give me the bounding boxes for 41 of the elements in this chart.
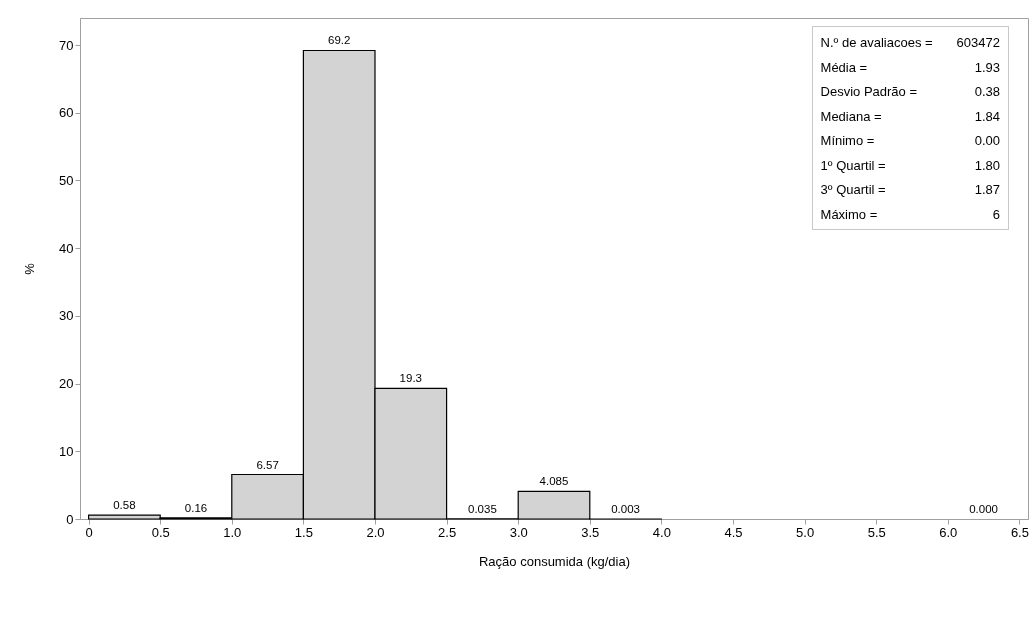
x-tick-label: 0	[85, 524, 93, 540]
y-tick-label: 20	[59, 376, 74, 392]
text: N.º de avaliacoes = 603472	[820, 35, 1000, 50]
x-tick-label: 2.5	[438, 524, 457, 540]
x-tick-label: 6.5	[1010, 524, 1029, 540]
x-tick-label: 0.5	[151, 524, 170, 540]
x-tick-label: 3.0	[509, 524, 528, 540]
text: Média = 1.93	[820, 59, 1000, 75]
data-label: 69.2	[328, 34, 351, 47]
x-tick-label: 5.0	[796, 524, 815, 540]
x-tick-label: 6.0	[939, 524, 958, 540]
x-tick-label: 4.0	[652, 524, 671, 540]
text: 3º Quartil = 1.87	[820, 182, 1000, 197]
y-tick-label: 40	[59, 240, 74, 256]
y-tick-label: 30	[59, 308, 74, 324]
y-axis-title: %	[22, 262, 38, 275]
x-tick-label: 5.5	[867, 524, 886, 540]
x-axis-title: Ração consumida (kg/dia)	[478, 553, 631, 569]
text: 1º Quartil = 1.80	[820, 157, 1000, 173]
data-label: 0.035	[468, 502, 497, 515]
y-tick-label: 70	[59, 37, 74, 53]
y-tick-label: 60	[59, 105, 74, 121]
text: Desvio Padrão = 0.38	[820, 84, 1000, 99]
y-tick-label: 10	[59, 443, 74, 459]
data-label: 19.3	[399, 372, 422, 385]
text: Mínimo = 0.00	[820, 133, 1000, 148]
data-label: 0.003	[611, 502, 640, 515]
data-label: 0.000	[969, 503, 998, 515]
text: Máximo = 6	[820, 206, 1000, 222]
data-label: 6.57	[256, 458, 279, 471]
x-tick-label: 2.0	[366, 524, 385, 540]
y-tick-label: 0	[66, 511, 74, 527]
x-tick-label: 1.5	[294, 524, 313, 540]
data-label: 4.085	[539, 475, 569, 488]
y-tick-label: 50	[59, 172, 74, 188]
data-label: 0.16	[184, 501, 208, 514]
x-tick-label: 4.5	[724, 524, 743, 540]
data-label: 0.58	[113, 499, 136, 512]
x-tick-label: 1.0	[223, 524, 242, 540]
text: Mediana = 1.84	[820, 108, 1000, 124]
x-tick-label: 3.5	[581, 524, 600, 540]
